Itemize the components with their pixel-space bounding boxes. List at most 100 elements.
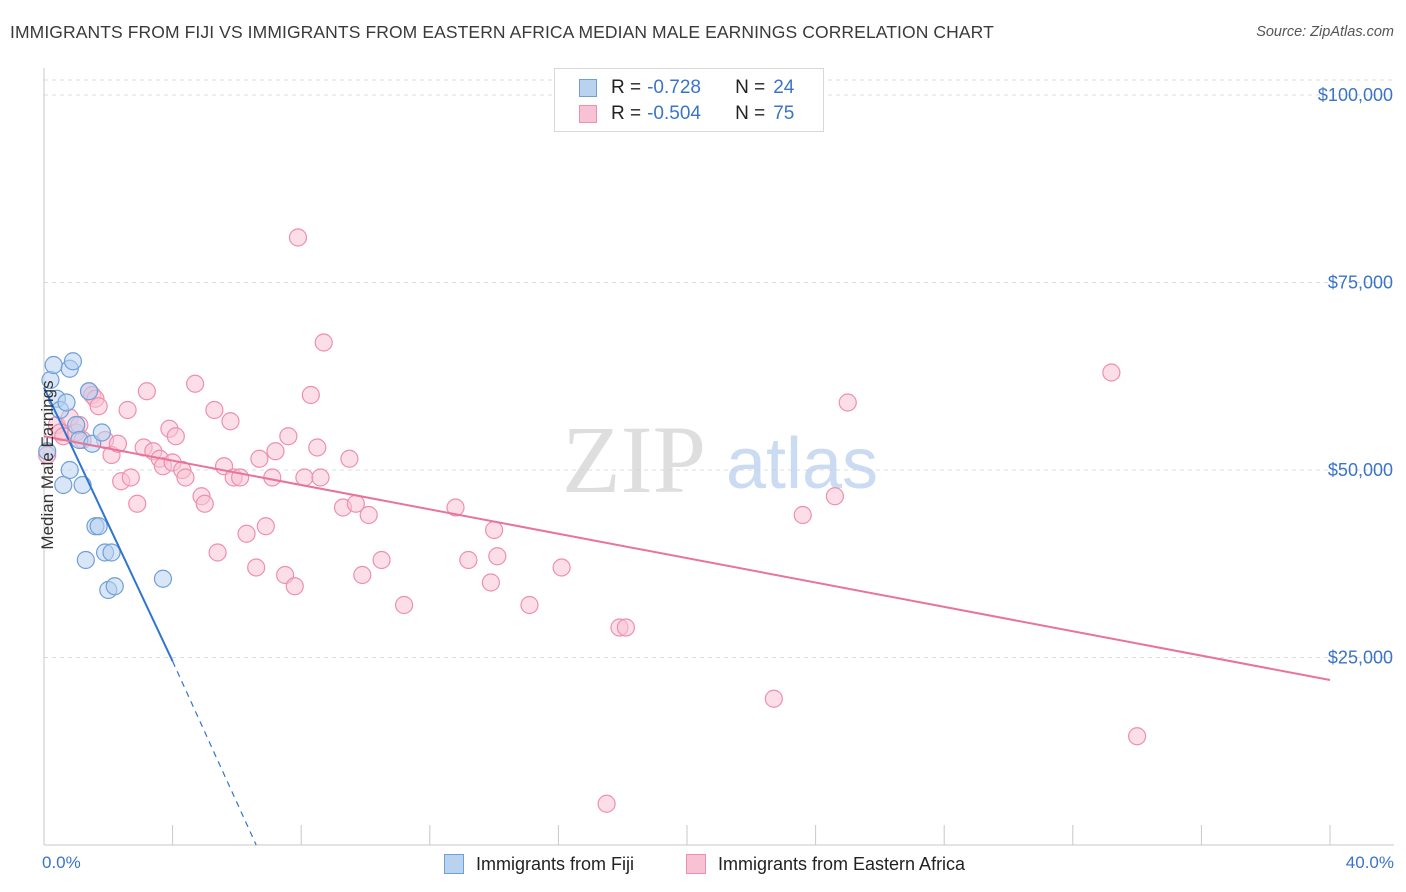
eastern-africa-point <box>520 595 539 615</box>
fiji-trend-line <box>43 387 174 662</box>
fiji-point <box>92 423 111 442</box>
fiji-point <box>57 393 76 412</box>
fiji-point <box>76 550 95 570</box>
fiji-point <box>102 543 121 562</box>
eastern-africa-point <box>394 595 414 615</box>
eastern-africa-point <box>488 547 507 566</box>
r-label: R = <box>611 103 642 124</box>
fiji-legend-label: Immigrants from Fiji <box>476 853 635 874</box>
bottom-legend-eastern-africa: Immigrants from Eastern Africa <box>686 852 965 876</box>
x-axis-min-label: 0.0% <box>42 853 81 872</box>
bottom-legend-fiji: Immigrants from Fiji <box>444 852 634 876</box>
y-tick-label: $75,000 <box>1328 273 1393 293</box>
fiji-point <box>73 475 92 495</box>
source-attribution: Source: ZipAtlas.com <box>1256 24 1394 40</box>
fiji-legend-swatch <box>444 854 464 874</box>
eastern-africa-points <box>38 228 1147 813</box>
eastern-africa-point <box>247 558 266 577</box>
eastern-africa-point <box>314 333 333 352</box>
eastern-africa-point <box>288 228 308 247</box>
y-axis-label: Median Male Earnings <box>38 380 57 550</box>
y-tick-label: $50,000 <box>1328 460 1393 480</box>
fiji-point <box>67 415 86 435</box>
eastern-africa-point <box>459 550 478 570</box>
r-value: -0.504 <box>647 103 701 124</box>
eastern-africa-point <box>793 505 812 525</box>
eastern-africa-point <box>137 382 156 401</box>
eastern-africa-point <box>359 505 378 525</box>
eastern-africa-point <box>481 573 500 592</box>
legend-row-eastern-africa: R = -0.504 N = 75 <box>579 102 794 126</box>
r-label: R = <box>611 77 642 98</box>
fiji-point <box>60 460 79 480</box>
eastern-africa-point <box>208 543 227 562</box>
chart-title: IMMIGRANTS FROM FIJI VS IMMIGRANTS FROM … <box>10 22 994 42</box>
eastern-africa-point <box>285 577 304 596</box>
eastern-africa-point <box>279 427 298 446</box>
fiji-points <box>38 352 173 600</box>
watermark-zip: ZIP <box>562 406 706 513</box>
n-value: 24 <box>773 77 795 98</box>
eastern-africa-point <box>176 468 195 487</box>
eastern-africa-point <box>195 494 214 513</box>
fiji-point <box>105 577 124 596</box>
n-label: N = <box>735 103 766 124</box>
eastern-africa-point <box>825 487 844 506</box>
eastern-africa-point <box>237 524 256 543</box>
eastern-africa-point <box>838 393 857 412</box>
x-axis-max-label: 40.0% <box>1345 853 1394 872</box>
fiji-point <box>44 355 63 375</box>
eastern-africa-point <box>256 517 275 536</box>
eastern-africa-point <box>597 794 616 813</box>
eastern-africa-point <box>340 449 359 468</box>
eastern-africa-point <box>764 689 783 708</box>
eastern-africa-point <box>128 494 147 513</box>
eastern-africa-point <box>121 468 140 487</box>
eastern-africa-legend-label: Immigrants from Eastern Africa <box>718 853 966 874</box>
eastern-africa-point <box>446 498 465 517</box>
eastern-africa-point <box>308 438 327 457</box>
eastern-africa-point <box>250 449 269 468</box>
n-label: N = <box>735 77 766 98</box>
eastern-africa-swatch <box>579 105 597 123</box>
eastern-africa-legend-swatch <box>686 854 706 874</box>
r-value: -0.728 <box>647 77 701 98</box>
watermark-atlas: atlas <box>726 424 878 504</box>
eastern-africa-point <box>205 400 224 420</box>
eastern-africa-point <box>311 468 330 487</box>
y-tick-label: $100,000 <box>1318 85 1393 105</box>
eastern-africa-point <box>186 374 205 393</box>
eastern-africa-point <box>89 397 108 416</box>
correlation-legend: R = -0.728 N = 24 R = -0.504 N = 75 <box>554 68 824 132</box>
axes <box>43 68 1394 846</box>
y-tick-labels: $25,000 $50,000 $75,000 $100,000 <box>1318 85 1393 668</box>
legend-row-fiji: R = -0.728 N = 24 <box>579 76 794 100</box>
gridlines <box>44 79 1394 658</box>
eastern-africa-trend-line <box>43 435 1331 681</box>
eastern-africa-point <box>1102 363 1121 382</box>
eastern-africa-point <box>266 442 285 461</box>
eastern-africa-point <box>616 618 636 637</box>
eastern-africa-point <box>166 427 185 446</box>
eastern-africa-point <box>1127 727 1147 746</box>
eastern-africa-point <box>221 412 240 431</box>
fiji-point <box>79 382 99 401</box>
eastern-africa-point <box>552 558 571 577</box>
fiji-point <box>54 475 73 495</box>
y-tick-label: $25,000 <box>1328 648 1393 668</box>
eastern-africa-point <box>118 400 137 420</box>
fiji-point <box>153 569 173 588</box>
eastern-africa-point <box>295 468 314 487</box>
fiji-point <box>38 442 57 461</box>
eastern-africa-point <box>353 565 372 585</box>
fiji-swatch <box>579 79 597 97</box>
fiji-point <box>63 352 83 371</box>
fiji-trend-extension <box>172 661 257 846</box>
eastern-africa-point <box>485 520 504 540</box>
fiji-point <box>89 517 108 536</box>
trend-lines <box>43 387 1331 846</box>
eastern-africa-point <box>108 434 128 453</box>
n-value: 75 <box>773 103 795 124</box>
eastern-africa-point <box>301 385 320 405</box>
